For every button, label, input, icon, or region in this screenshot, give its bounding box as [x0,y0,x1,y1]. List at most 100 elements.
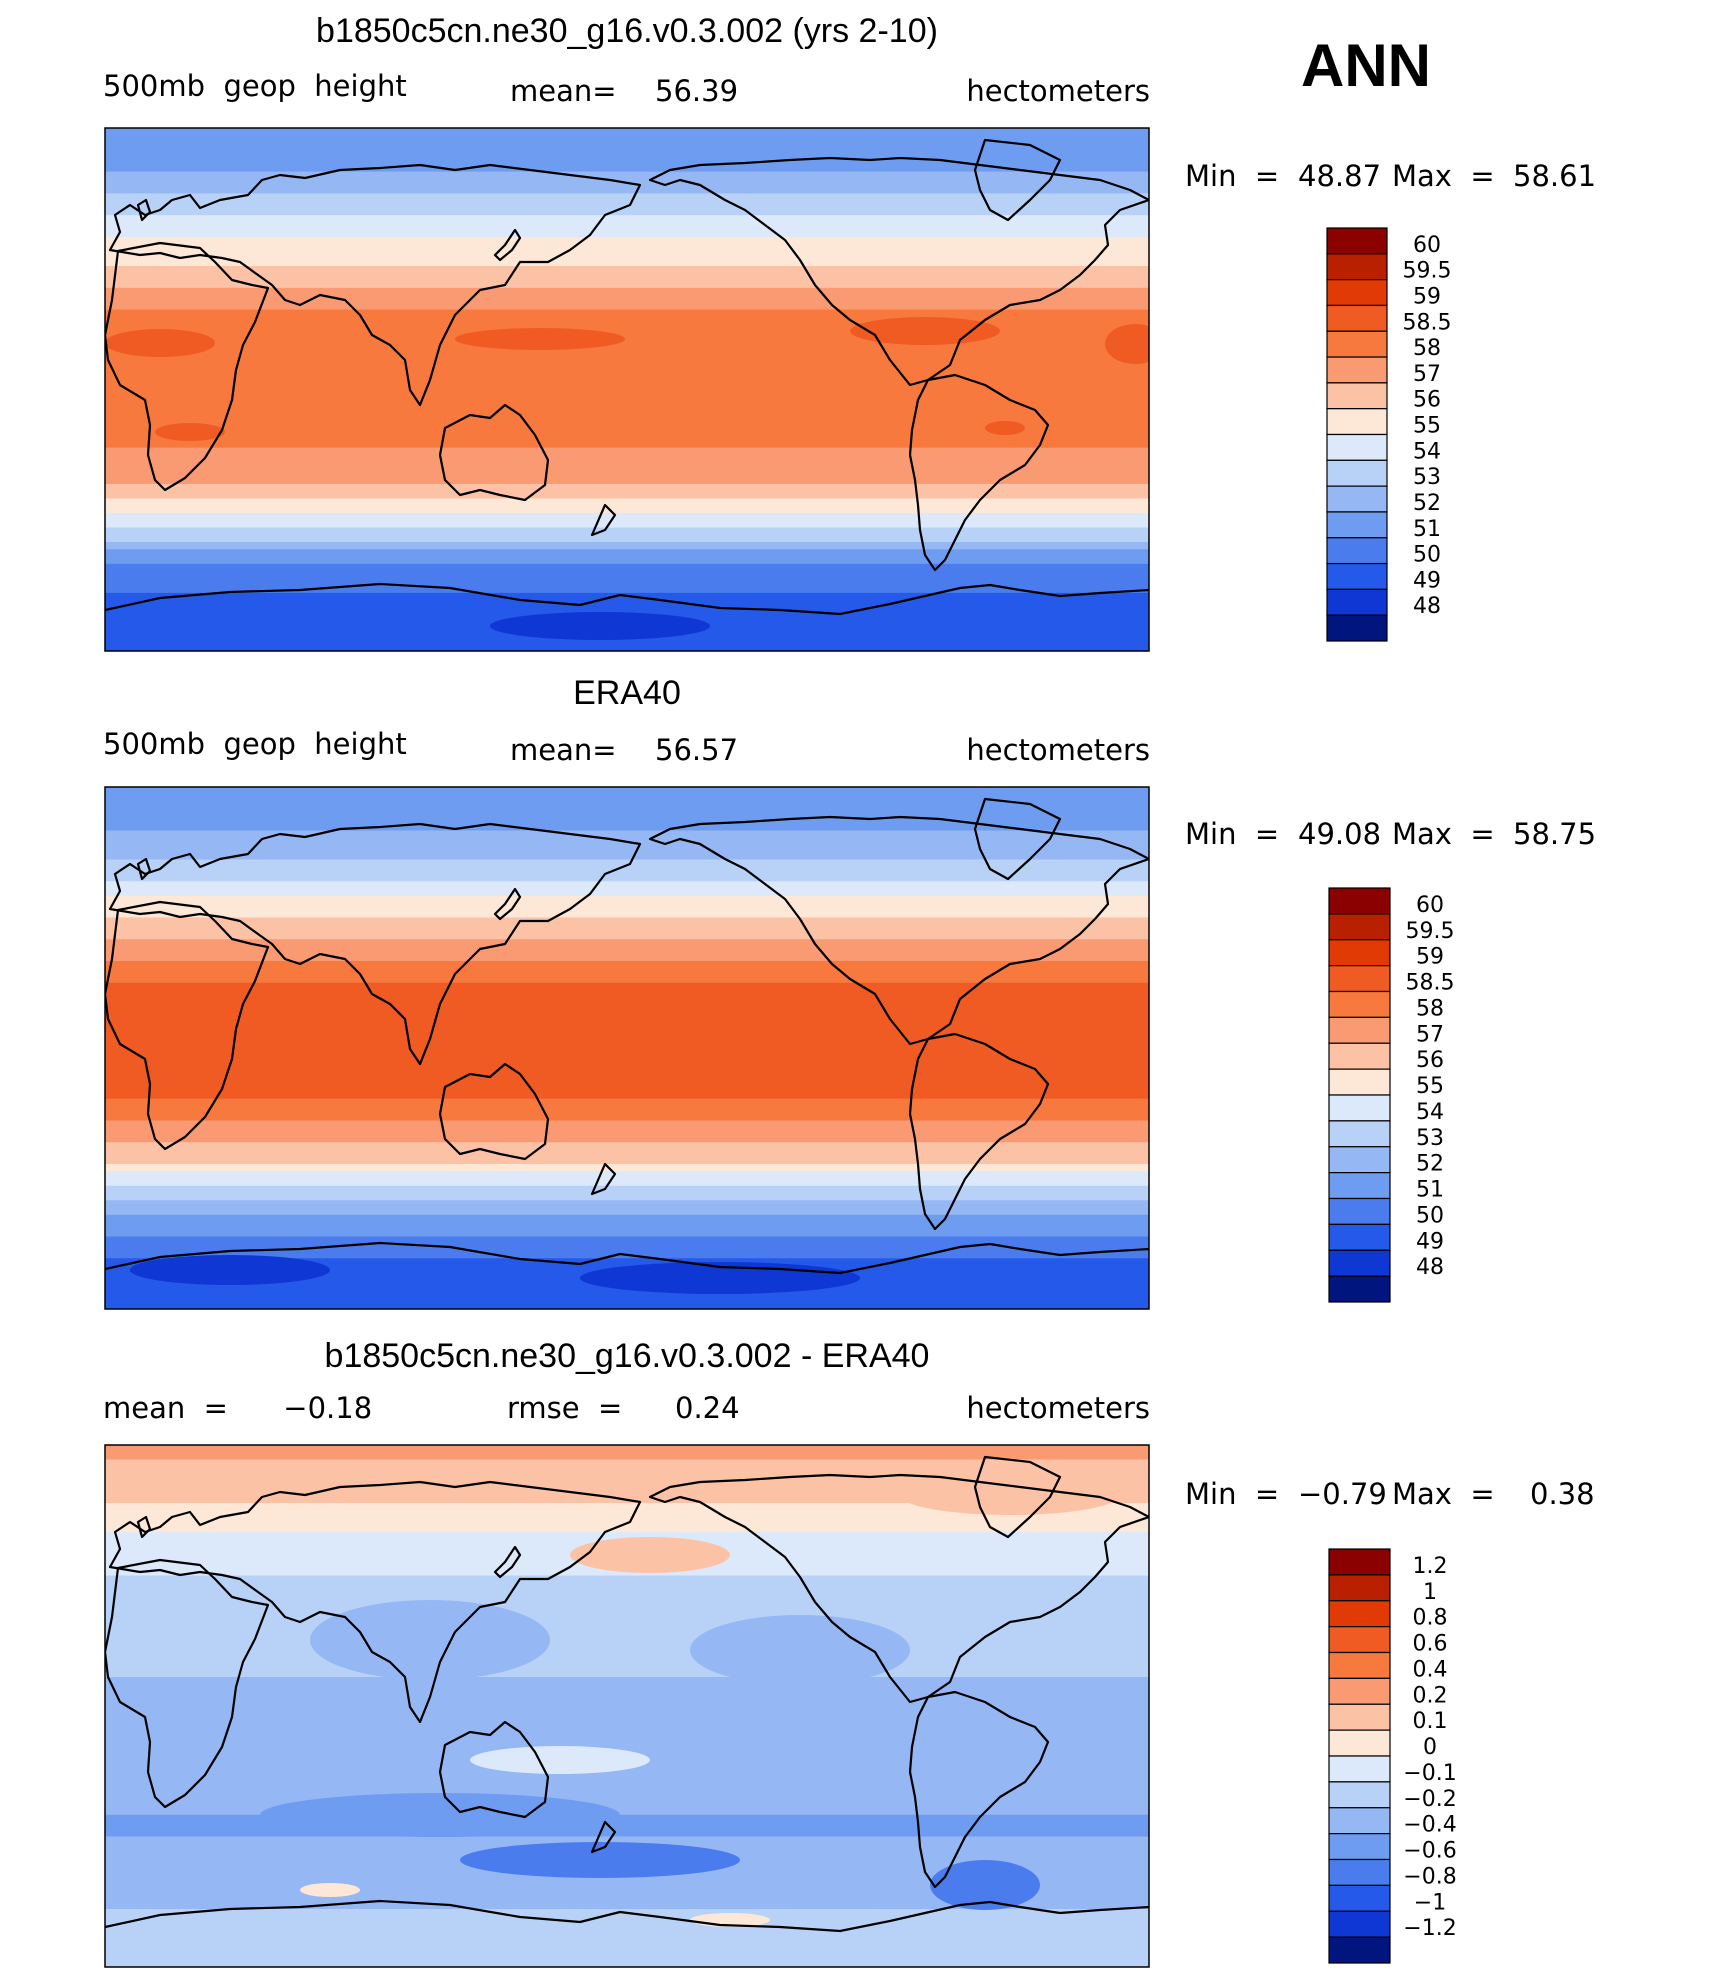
coastline-japan [493,1545,522,1579]
contour-band [105,1669,1149,1678]
contour-blob [105,329,215,357]
contour-band [105,280,1149,289]
contour-band [105,222,1149,231]
contour-band [105,447,1149,456]
contour-band [105,142,1149,151]
contour-band [105,1019,1149,1027]
contour-band [105,866,1149,875]
contour-band [105,273,1149,282]
coastline-new-zealand [590,1162,617,1196]
contour-band [105,505,1149,514]
colorbar-swatch [1328,1094,1391,1122]
colorbar-tick-label: 48 [1413,594,1441,619]
colorbar-swatch [1328,1884,1391,1912]
contour-band [105,1171,1149,1180]
contour-band [105,200,1149,209]
contour-band [105,910,1149,919]
colorbar-swatch [1328,1548,1391,1576]
contour-band [105,1930,1149,1939]
contour-band [105,636,1149,645]
contour-band [105,801,1149,810]
mean-value: 56.39 [655,74,738,108]
contour-band [105,1156,1149,1165]
contour-band [105,1301,1149,1309]
rmse-value: 0.24 [675,1391,740,1425]
coastline-new-zealand [590,1820,617,1854]
contour-band [105,997,1149,1006]
contour-band [105,1243,1149,1252]
contour-blob [455,328,625,350]
contour-band [105,433,1149,441]
colorbar-tick-label: 58.5 [1403,310,1452,335]
contour-band [105,1258,1149,1267]
contour-blob [570,1537,730,1573]
coastline-north-america [648,815,1149,1046]
contour-band [105,1742,1149,1751]
coastlines [105,1455,1149,1933]
contour-blob [155,423,225,441]
coastline-uk [136,857,152,881]
contour-band [105,469,1149,478]
contour-band [105,1662,1149,1671]
contour-band [105,1524,1149,1533]
contour-band [105,1706,1149,1714]
colorbar-tick-label: 53 [1416,1126,1444,1151]
coastline-australia [438,1720,550,1819]
contour-band [105,309,1149,318]
contour-band [105,1120,1149,1129]
contour-band [105,975,1149,984]
coastline-new-zealand [590,503,617,537]
contour-band [105,571,1149,579]
coastline-north-america [648,1473,1149,1704]
contour-band [105,1633,1149,1642]
colorbar-swatch [1326,511,1388,539]
colorbar-swatch [1328,887,1391,915]
rmse-label: rmse = [507,1391,622,1425]
contour-band [105,895,1149,904]
contour-band [105,1294,1149,1303]
coastline-africa [105,1558,270,1809]
contour-band [105,787,1149,795]
colorbar-swatch [1328,1574,1391,1602]
colorbar-swatch [1328,1781,1391,1809]
colorbar-tick-label: −1 [1414,1890,1446,1915]
contour-band [105,236,1149,245]
map-frame [104,1444,1150,1968]
contour-blob [850,317,1000,345]
max-label: Max = [1392,1477,1495,1511]
max-value: 0.38 [1530,1477,1595,1511]
contour-band [105,1655,1149,1664]
colorbar-swatch [1328,1858,1391,1886]
contour-blob [900,1475,1120,1515]
contour-band [105,418,1149,427]
contour-band [105,1178,1149,1187]
contour-band [105,1236,1149,1245]
colorbar-swatch [1328,1703,1391,1731]
contour-band [105,1793,1149,1801]
contour-band [105,830,1149,839]
contour-band [105,1829,1149,1838]
units-label: hectometers [966,74,1150,108]
contour-band [105,1503,1149,1511]
contour-band [105,316,1149,325]
field-label: 500mb geop height [103,69,407,103]
panel-difference: b1850c5cn.ne30_g16.v0.3.002 - ERA40 mean… [103,1337,1595,1968]
contour-band [105,1822,1149,1830]
colorbar-swatch [1328,1936,1391,1964]
contour-band [105,1193,1149,1201]
mean-value: 56.57 [655,733,738,767]
contour-band [105,917,1149,926]
contour-band [105,440,1149,449]
colorbar-tick-label: 56 [1416,1048,1444,1073]
colorbar-swatch [1328,1910,1391,1938]
colorbar-swatch [1328,1197,1391,1225]
contour-band [105,425,1149,434]
contour-band [105,1040,1149,1049]
contour-map [105,1445,1149,1967]
coastline-uk [136,198,152,222]
colorbar-swatch [1326,227,1388,255]
contour-band [105,149,1149,158]
coastline-japan [493,228,522,262]
contour-band [105,1517,1149,1526]
colorbar-swatch [1326,253,1388,281]
